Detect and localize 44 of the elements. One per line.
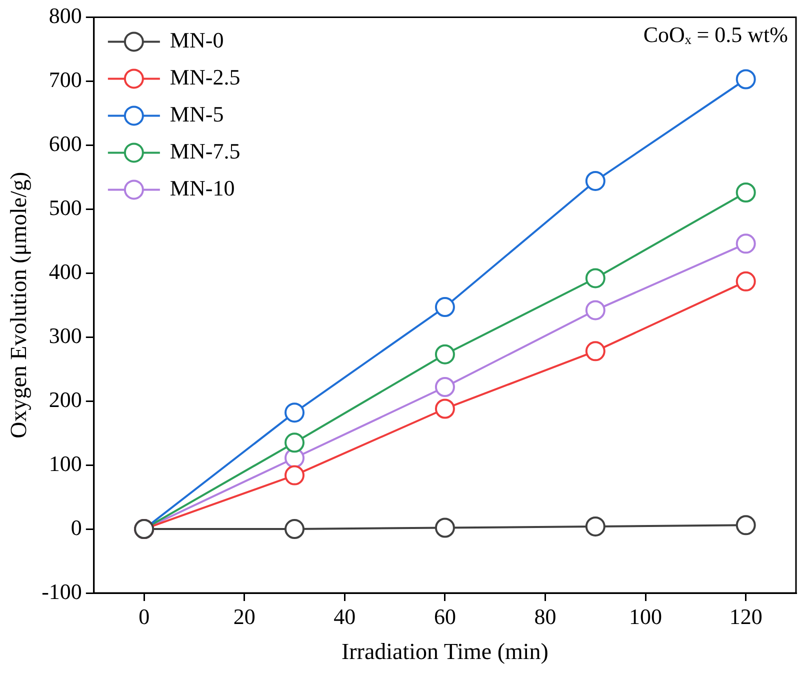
y-axis-title: Oxygen Evolution (μmole/g) <box>6 172 31 438</box>
y-tick-label: 0 <box>70 514 82 540</box>
y-tick-label: 600 <box>48 130 82 156</box>
point <box>585 268 606 288</box>
point <box>585 300 606 320</box>
point <box>284 465 305 486</box>
point <box>434 376 455 397</box>
point <box>736 69 756 90</box>
legend-label: MN-10 <box>170 175 235 200</box>
point <box>284 519 305 540</box>
x-tick-label: 120 <box>729 604 762 629</box>
point <box>736 515 756 536</box>
point <box>736 234 756 254</box>
y-tick-label: 300 <box>48 322 82 348</box>
point <box>434 297 455 318</box>
legend-label: MN-7.5 <box>170 138 240 164</box>
y-tick-label: 500 <box>48 194 82 220</box>
annotation: CoOₓ = 0.5 wt% <box>643 22 788 47</box>
y-tick-label: 200 <box>48 386 82 412</box>
x-tick-label: 80 <box>534 604 556 629</box>
point <box>736 271 756 292</box>
x-axis-title: Irradiation Time (min) <box>341 639 548 664</box>
legend-label: MN-5 <box>170 101 224 126</box>
point <box>585 516 606 536</box>
legend-label: MN-0 <box>170 27 224 52</box>
y-tick-label: 100 <box>48 450 82 476</box>
x-tick-label: 0 <box>138 604 150 629</box>
point <box>284 432 305 453</box>
y-tick-label: 800 <box>48 2 82 28</box>
x-tick-label: 60 <box>434 604 456 629</box>
point <box>434 518 455 538</box>
x-tick-label: 20 <box>233 604 256 629</box>
legend-label: MN-2.5 <box>170 64 240 90</box>
x-tick-label: 40 <box>334 604 356 629</box>
point <box>434 398 455 419</box>
point <box>284 402 305 423</box>
point <box>585 170 606 191</box>
point <box>585 341 606 362</box>
point <box>736 182 756 202</box>
point <box>434 344 455 364</box>
x-tick-label: 100 <box>629 604 662 629</box>
y-tick-label: 700 <box>48 66 82 92</box>
y-tick-label: -100 <box>42 578 82 604</box>
y-tick-label: 400 <box>48 258 82 284</box>
